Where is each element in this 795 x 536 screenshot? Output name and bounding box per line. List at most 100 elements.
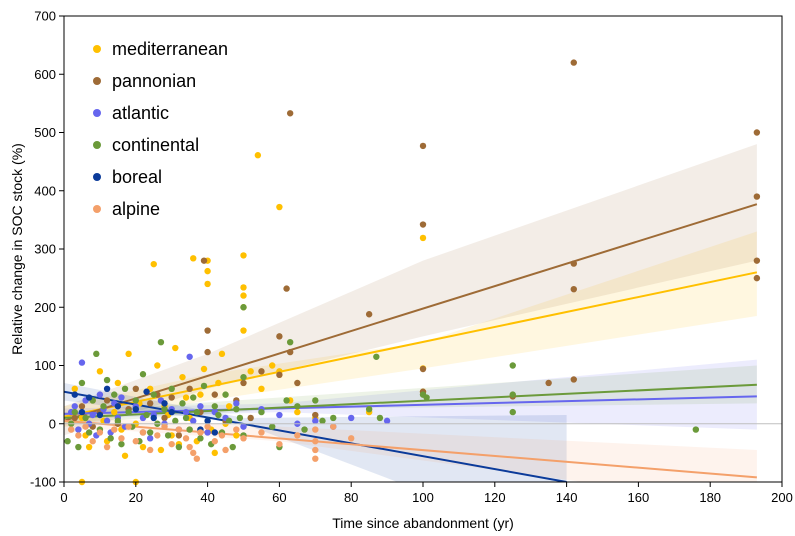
continental-point: [164, 432, 172, 439]
continental-point: [103, 376, 111, 384]
mediterranean-confidence-band: [64, 231, 757, 427]
legend-label-atlantic: atlantic: [112, 103, 169, 123]
continental-point: [312, 397, 319, 404]
boreal-point: [78, 408, 86, 416]
continental-point: [190, 394, 197, 401]
continental-point: [93, 350, 100, 358]
pannonian-point: [132, 385, 139, 392]
continental-point: [236, 414, 244, 422]
alpine-point: [312, 446, 319, 454]
boreal-point: [103, 385, 111, 392]
y-axis-ticks: -100 0 100 200 300 400 500 600 700: [30, 9, 64, 490]
alpine-point: [240, 435, 247, 442]
alpine-point: [67, 426, 75, 433]
continental-point: [143, 411, 150, 419]
alpine-point: [125, 423, 132, 430]
pannonian-point: [570, 59, 577, 66]
alpine-point: [312, 455, 319, 462]
mediterranean-point: [182, 394, 190, 401]
x-axis-ticks: 0 20 40 60 80 100 120 140 160 180 200: [60, 482, 793, 505]
pannonian-point: [419, 142, 427, 150]
continental-point: [283, 397, 290, 404]
mediterranean-point: [269, 362, 276, 369]
continental-point: [182, 414, 190, 422]
mediterranean-point: [204, 267, 211, 275]
continental-point: [376, 414, 384, 422]
mediterranean-point: [125, 350, 132, 358]
mediterranean-point: [190, 255, 197, 262]
mediterranean-point: [233, 432, 240, 439]
pannonian-point: [286, 348, 294, 356]
alpine-point: [258, 429, 265, 436]
alpine-point: [175, 426, 183, 433]
mediterranean-point: [258, 385, 265, 392]
continental-point: [186, 426, 193, 433]
alpine-point: [312, 426, 319, 433]
alpine-point: [186, 443, 193, 451]
pannonian-point: [365, 311, 373, 318]
legend-label-pannonian: pannonian: [112, 71, 196, 91]
y-tick-label: 500: [34, 125, 56, 140]
legend-label-mediterranean: mediterranean: [112, 39, 228, 59]
alpine-point: [182, 435, 190, 442]
continental-point: [286, 339, 294, 346]
atlantic-point: [197, 403, 204, 410]
atlantic-point: [182, 408, 190, 416]
mediterranean-point: [419, 234, 427, 242]
continental-point: [114, 417, 122, 425]
x-axis-label: Time since abandonment (yr): [332, 515, 514, 531]
continental-point: [240, 304, 247, 311]
alpine-point: [139, 429, 147, 436]
boreal-point: [161, 400, 168, 407]
atlantic-point: [204, 429, 211, 436]
mediterranean-point: [111, 408, 118, 416]
legend-label-boreal: boreal: [112, 167, 162, 187]
continental-point: [225, 417, 233, 425]
pannonian-point: [545, 379, 552, 387]
mediterranean-point: [240, 252, 247, 259]
continental-point: [222, 391, 229, 398]
continental-point: [200, 382, 208, 390]
x-tick-label: 60: [272, 490, 286, 505]
pannonian-point: [175, 432, 183, 439]
pannonian-point: [312, 411, 319, 419]
boreal-point: [143, 388, 150, 395]
pannonian-point: [211, 391, 218, 398]
mediterranean-point: [294, 408, 301, 416]
mediterranean-point: [215, 379, 222, 387]
pannonian-point: [240, 379, 247, 387]
pannonian-point: [258, 368, 265, 375]
continental-point: [509, 408, 516, 416]
continental-point: [150, 391, 157, 398]
continental-point: [509, 391, 516, 398]
pannonian-point: [168, 394, 175, 401]
boreal-point: [150, 414, 157, 422]
pannonian-confidence-band: [64, 144, 757, 436]
alpine-point: [103, 443, 111, 451]
mediterranean-point: [121, 452, 129, 459]
boreal-point: [132, 405, 139, 413]
alpine-point: [82, 423, 89, 430]
x-tick-label: 140: [556, 490, 578, 505]
mediterranean-point: [225, 403, 233, 410]
continental-point: [269, 423, 276, 430]
alpine-point: [294, 432, 301, 439]
mediterranean-point: [172, 344, 179, 352]
alpine-point: [211, 438, 218, 445]
atlantic-point: [348, 414, 355, 422]
continental-point: [71, 408, 78, 416]
regression-lines: [64, 203, 758, 482]
mediterranean-point: [197, 391, 204, 398]
alpine-point: [168, 440, 175, 448]
mediterranean-point: [247, 368, 254, 375]
boreal-regression-line: [64, 390, 567, 482]
x-tick-label: 200: [771, 490, 793, 505]
data-points: [64, 59, 761, 486]
alpine-point: [132, 438, 139, 445]
y-tick-label: 600: [34, 67, 56, 82]
alpine-point: [111, 426, 118, 433]
mediterranean-point: [150, 260, 157, 268]
pannonian-point: [286, 110, 294, 117]
alpine-point: [312, 438, 319, 445]
mediterranean-point: [240, 284, 247, 291]
